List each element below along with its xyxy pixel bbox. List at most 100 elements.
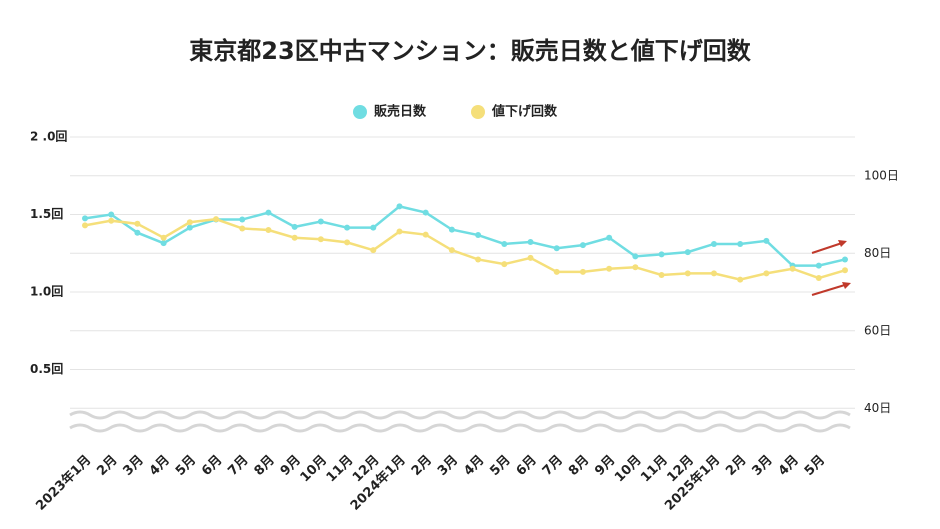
data-point (763, 270, 770, 277)
data-point (344, 224, 351, 231)
x-tick-label: 8月 (566, 453, 592, 479)
data-point (370, 224, 377, 231)
data-point (763, 237, 770, 244)
break-line (69, 410, 851, 420)
break-line (69, 423, 851, 433)
x-tick-label: 6月 (514, 453, 540, 479)
x-tick-label: 4月 (461, 453, 487, 479)
data-point (684, 249, 691, 256)
y2-tick-label: 40日 (864, 401, 891, 415)
y2-tick-label: 100日 (864, 168, 899, 182)
data-point (710, 240, 717, 247)
data-point (239, 216, 246, 223)
data-point (344, 239, 351, 246)
x-tick-label: 2月 (409, 453, 435, 479)
series-line (84, 205, 846, 267)
data-point (186, 224, 193, 231)
data-point (606, 234, 613, 241)
data-point (160, 234, 167, 241)
data-point (737, 240, 744, 247)
data-point (396, 228, 403, 235)
data-point (632, 264, 639, 271)
x-tick-label: 4月 (776, 453, 802, 479)
data-point (134, 220, 141, 227)
data-point (265, 209, 272, 216)
data-point (239, 225, 246, 232)
data-point (658, 251, 665, 258)
x-tick-label: 10月 (298, 453, 331, 486)
y2-tick-label: 60日 (864, 323, 891, 337)
axis-break (69, 410, 851, 433)
x-tick-label: 7月 (225, 453, 251, 479)
data-point (527, 254, 534, 261)
grid (70, 136, 855, 409)
data-point (317, 236, 324, 243)
data-point (579, 268, 586, 275)
data-point (422, 209, 429, 216)
data-point (134, 229, 141, 236)
data-point (396, 203, 403, 210)
x-tick-label: 7月 (540, 453, 566, 479)
x-tick-label: 5月 (173, 453, 199, 479)
y-tick-label: 2 .0回 (30, 130, 67, 144)
data-point (82, 215, 88, 222)
legend-swatch (353, 105, 367, 119)
data-point (82, 222, 88, 229)
data-point (291, 223, 298, 230)
data-point (108, 217, 115, 224)
y-tick-label: 1.0回 (30, 285, 63, 299)
data-point (448, 226, 455, 233)
data-point (317, 218, 324, 225)
data-point (553, 268, 560, 275)
data-point (501, 261, 508, 268)
data-point (710, 270, 717, 277)
data-point (553, 245, 560, 252)
data-point (527, 239, 534, 246)
x-tick-label: 10月 (612, 453, 645, 486)
data-point (422, 231, 429, 238)
y-tick-label: 1.5回 (30, 207, 63, 221)
chart-title: 東京都23区中古マンション：販売日数と値下げ回数 (189, 37, 751, 65)
data-point (448, 247, 455, 254)
data-point (370, 247, 377, 254)
x-tick-label: 4月 (147, 453, 173, 479)
x-tick-label: 2月 (94, 453, 120, 479)
data-point (789, 265, 796, 272)
x-tick-label: 5月 (802, 453, 828, 479)
data-point (186, 219, 193, 226)
y2-tick-label: 80日 (864, 246, 891, 260)
data-point (632, 253, 639, 260)
data-point (475, 232, 482, 239)
x-tick-label: 11月 (324, 453, 357, 486)
x-tick-label: 2023年1月 (33, 452, 95, 514)
x-tick-label: 3月 (121, 453, 147, 479)
data-point (815, 275, 822, 282)
x-tick-label: 2月 (723, 453, 749, 479)
data-point (291, 234, 298, 241)
x-tick-label: 3月 (749, 453, 775, 479)
data-point (842, 267, 848, 274)
x-tick-label: 8月 (252, 453, 278, 479)
legend-label: 値下げ回数 (491, 104, 558, 120)
x-tick-label: 3月 (435, 453, 461, 479)
data-point (501, 240, 508, 247)
x-tick-label: 6月 (199, 453, 225, 479)
data-point (737, 276, 744, 283)
data-point (579, 242, 586, 249)
legend-swatch (471, 105, 485, 119)
data-point (606, 265, 613, 272)
data-point (842, 256, 848, 263)
data-point (684, 270, 691, 277)
data-point (658, 271, 665, 278)
trend-arrows (811, 240, 851, 296)
x-tick-label: 5月 (487, 453, 513, 479)
data-point (815, 262, 822, 269)
data-point (265, 227, 272, 233)
x-tick-label: 11月 (638, 453, 671, 486)
y-tick-label: 0.5回 (30, 362, 63, 376)
legend-label: 販売日数 (374, 104, 427, 120)
series-line (84, 217, 846, 281)
data-point (160, 240, 167, 247)
data-point (108, 211, 115, 218)
